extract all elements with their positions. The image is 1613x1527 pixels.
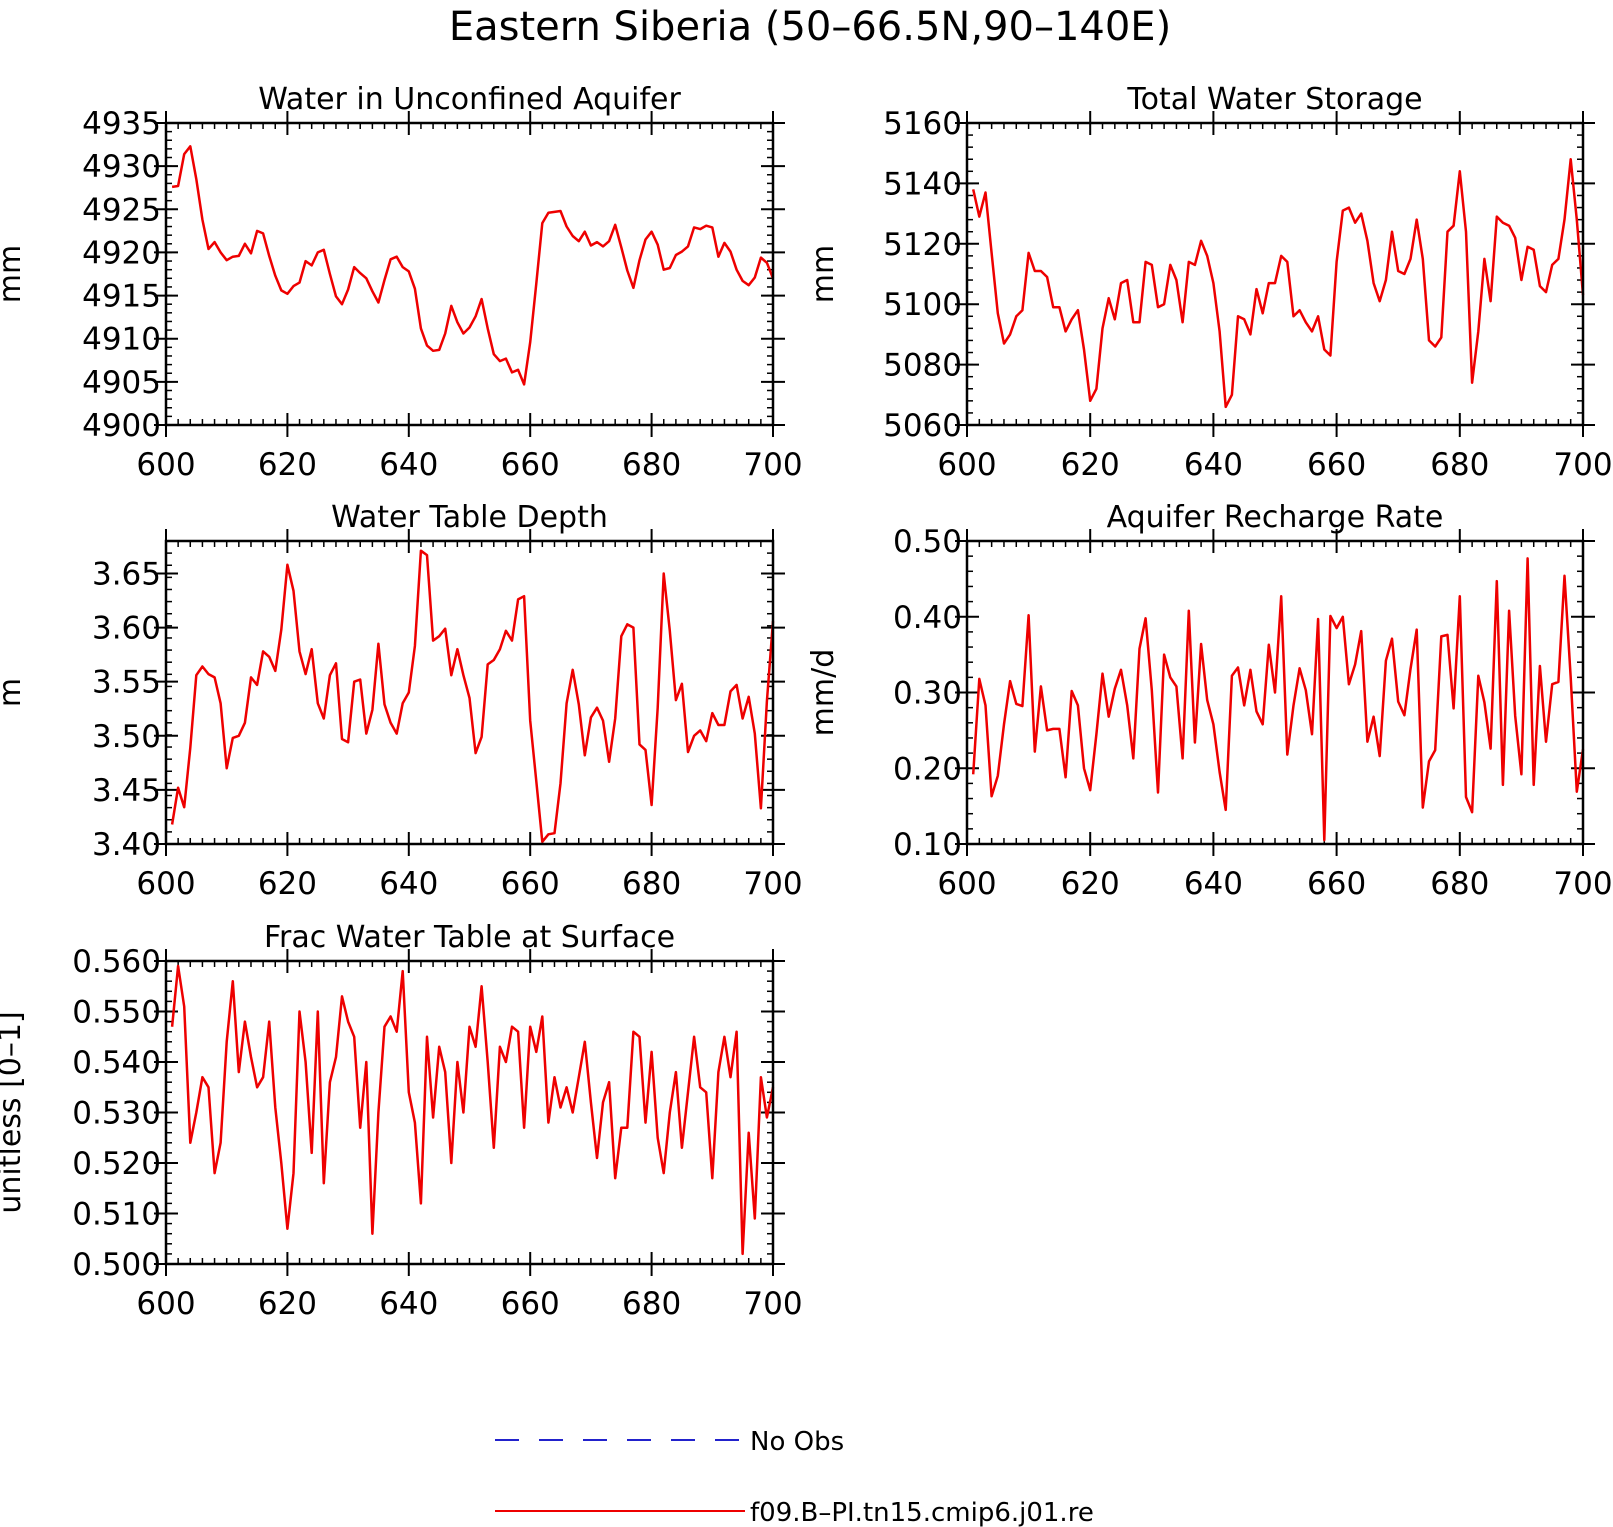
series-line-1 — [171, 145, 775, 386]
chart-title: Frac Water Table at Surface — [264, 920, 675, 955]
x-tick-label: 640 — [379, 866, 438, 902]
y-tick-label: 0.50 — [893, 524, 962, 560]
x-tick-label: 680 — [622, 447, 681, 483]
y-tick-label: 3.55 — [92, 665, 161, 701]
series-line-1 — [971, 557, 1585, 842]
y-tick-label: 5080 — [883, 348, 962, 384]
x-tick-label: 620 — [258, 1286, 317, 1322]
x-tick-label: 600 — [136, 447, 195, 483]
figure-title: Eastern Siberia (50–66.5N,90–140E) — [449, 4, 1171, 50]
x-tick-label: 700 — [1553, 866, 1612, 902]
y-tick-label: 0.10 — [893, 827, 962, 863]
x-tick-label: 620 — [1061, 866, 1120, 902]
x-tick-label: 640 — [1184, 447, 1243, 483]
x-tick-label: 700 — [1553, 447, 1612, 483]
y-axis-label: mm — [806, 245, 841, 303]
y-tick-label: 4905 — [82, 365, 161, 401]
chart-panel-2: Total Water Storage 600 620 640 660 680 700 506… — [806, 82, 1613, 483]
x-tick-label: 640 — [379, 1286, 438, 1322]
y-tick-label: 3.45 — [92, 773, 161, 809]
y-tick-label: 3.50 — [92, 719, 161, 755]
series-line-1 — [971, 157, 1585, 409]
chart-title: Total Water Storage — [1126, 82, 1422, 117]
y-axis-label: mm — [0, 245, 28, 303]
x-tick-label: 700 — [743, 1286, 802, 1322]
x-tick-label: 600 — [937, 447, 996, 483]
legend-label-model-run: f09.B–PI.tn15.cmip6.j01.re — [750, 1498, 1094, 1527]
x-tick-label: 620 — [258, 866, 317, 902]
x-tick-label: 660 — [501, 866, 560, 902]
y-tick-label: 0.40 — [893, 600, 962, 636]
y-tick-label: 0.20 — [893, 751, 962, 787]
y-tick-label: 4910 — [82, 322, 161, 358]
y-axis-label: m — [0, 678, 28, 707]
x-tick-label: 700 — [743, 866, 802, 902]
chart-panels: Water in Unconfined Aquifer 600 620 640 660 6… — [0, 82, 1613, 1322]
y-tick-label: 4900 — [82, 408, 161, 444]
x-tick-label: 660 — [501, 447, 560, 483]
plot-frame — [965, 121, 1585, 427]
x-tick-label: 680 — [1430, 866, 1489, 902]
chart-panel-5: Frac Water Table at Surface 600 620 640 660 6… — [0, 920, 803, 1322]
y-tick-label: 0.550 — [72, 995, 161, 1031]
plot-frame — [164, 959, 775, 1266]
x-tick-label: 660 — [501, 1286, 560, 1322]
y-axis-label: mm/d — [806, 649, 841, 737]
plot-frame — [164, 121, 775, 427]
y-tick-label: 5060 — [883, 408, 962, 444]
y-tick-label: 0.540 — [72, 1045, 161, 1081]
plot-frame — [965, 539, 1585, 846]
y-tick-label: 4915 — [82, 279, 161, 315]
y-tick-label: 5160 — [883, 106, 962, 142]
x-tick-label: 680 — [1430, 447, 1489, 483]
y-tick-label: 0.500 — [72, 1247, 161, 1283]
legend: No Obs f09.B–PI.tn15.cmip6.j01.re — [495, 1427, 1094, 1527]
y-tick-label: 0.30 — [893, 676, 962, 712]
x-tick-label: 700 — [743, 447, 802, 483]
x-tick-label: 640 — [1184, 866, 1243, 902]
chart-title: Water Table Depth — [331, 500, 608, 535]
legend-label-no-obs: No Obs — [750, 1427, 844, 1457]
x-tick-label: 620 — [258, 447, 317, 483]
x-tick-label: 640 — [379, 447, 438, 483]
y-tick-label: 5140 — [883, 166, 962, 202]
x-tick-label: 600 — [136, 1286, 195, 1322]
y-tick-label: 4925 — [82, 192, 161, 228]
y-tick-label: 4930 — [82, 149, 161, 185]
y-axis-label: unitless [0–1] — [0, 1011, 28, 1213]
y-tick-label: 0.530 — [72, 1096, 161, 1132]
x-tick-label: 660 — [1307, 447, 1366, 483]
series-line-1 — [170, 964, 775, 1256]
chart-panel-1: Water in Unconfined Aquifer 600 620 640 660 6… — [0, 82, 803, 483]
y-tick-label: 3.40 — [92, 827, 161, 863]
y-tick-label: 5100 — [883, 287, 962, 323]
x-tick-label: 680 — [622, 1286, 681, 1322]
chart-panel-4: Aquifer Recharge Rate 600 620 640 660 680 700 0… — [806, 500, 1613, 902]
x-tick-label: 600 — [136, 866, 195, 902]
y-tick-label: 4920 — [82, 235, 161, 271]
y-tick-label: 4935 — [82, 106, 161, 142]
x-tick-label: 620 — [1061, 447, 1120, 483]
x-tick-label: 660 — [1307, 866, 1366, 902]
y-tick-label: 0.510 — [72, 1197, 161, 1233]
chart-panel-3: Water Table Depth 600 620 640 660 680 700 3.40 3… — [0, 500, 803, 902]
x-tick-label: 600 — [937, 866, 996, 902]
y-tick-label: 3.60 — [92, 611, 161, 647]
y-tick-label: 0.520 — [72, 1146, 161, 1182]
series-line-1 — [170, 549, 775, 844]
y-tick-label: 5120 — [883, 227, 962, 263]
y-tick-label: 0.560 — [72, 944, 161, 980]
y-tick-label: 3.65 — [92, 556, 161, 592]
plot-frame — [164, 539, 775, 846]
chart-title: Water in Unconfined Aquifer — [258, 82, 681, 117]
chart-title: Aquifer Recharge Rate — [1107, 500, 1444, 535]
x-tick-label: 680 — [622, 866, 681, 902]
